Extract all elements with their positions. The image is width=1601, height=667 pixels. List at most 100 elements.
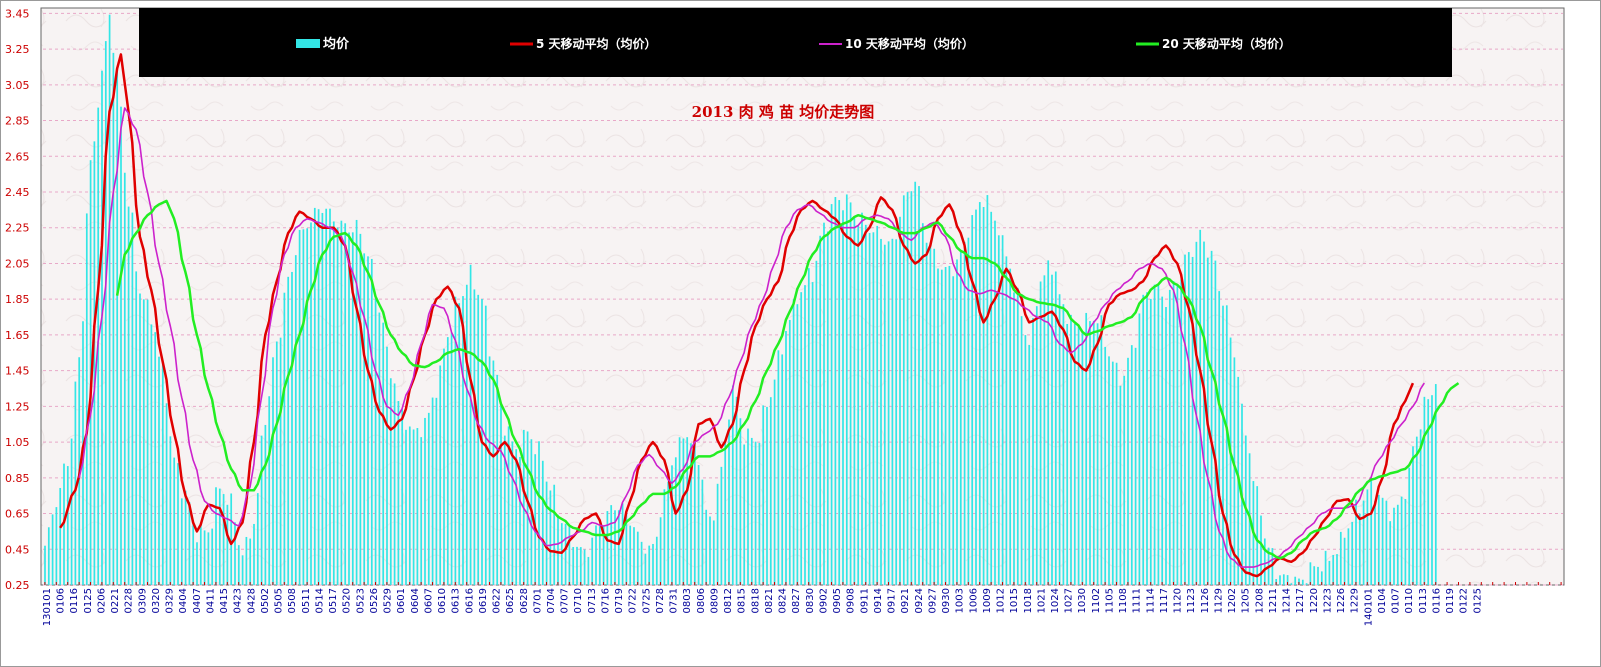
x-tick-label: 1105 — [1105, 588, 1116, 613]
y-tick-label: 0.65 — [5, 508, 30, 521]
avg-price-bar — [279, 337, 282, 585]
avg-price-bar — [199, 523, 202, 585]
x-tick-label: 0619 — [478, 588, 489, 613]
avg-price-bar — [135, 271, 138, 585]
x-tick-label: 0107 — [1391, 588, 1402, 613]
avg-price-bar — [317, 209, 320, 585]
avg-price-bar — [458, 303, 461, 585]
x-tick-label: 0713 — [587, 588, 598, 613]
avg-price-bar — [766, 406, 768, 585]
x-tick-label: 1102 — [1091, 588, 1102, 613]
avg-price-bar — [321, 212, 324, 585]
avg-price-bar — [842, 210, 844, 585]
avg-price-bar — [963, 241, 966, 585]
avg-price-bar — [1279, 575, 1281, 585]
y-tick-label: 1.45 — [5, 365, 30, 378]
avg-price-bar — [272, 357, 274, 585]
x-tick-label: 0815 — [737, 588, 748, 613]
y-tick-label: 3.05 — [5, 79, 30, 92]
avg-price-bar — [610, 505, 613, 585]
avg-price-bar — [1130, 345, 1133, 585]
avg-price-bar — [351, 232, 354, 585]
avg-price-bar — [108, 14, 111, 585]
avg-price-bar — [1358, 513, 1361, 585]
avg-price-bar — [819, 235, 822, 585]
x-tick-label: 0921 — [900, 588, 911, 613]
avg-price-bar — [777, 350, 780, 585]
avg-price-bar — [982, 206, 985, 586]
avg-price-bar — [131, 212, 134, 585]
avg-price-bar — [465, 284, 468, 585]
avg-price-bar — [1271, 548, 1274, 585]
x-tick-label: 0613 — [451, 588, 462, 613]
x-tick-label: 0827 — [791, 588, 802, 613]
avg-price-bar — [587, 556, 590, 585]
avg-price-bar — [667, 481, 670, 585]
avg-price-bar — [1146, 292, 1148, 585]
avg-price-bar — [804, 285, 806, 585]
x-tick-label: 0902 — [818, 588, 829, 613]
x-tick-label: 0725 — [641, 588, 652, 613]
y-tick-label: 1.25 — [5, 400, 30, 413]
avg-price-bar — [374, 298, 377, 585]
x-tick-label: 0719 — [614, 588, 625, 613]
x-tick-label: 0628 — [519, 588, 530, 613]
avg-price-bar — [408, 426, 411, 585]
avg-price-bar — [287, 276, 290, 585]
avg-price-bar — [671, 465, 673, 585]
avg-price-bar — [602, 525, 605, 585]
avg-price-bar — [712, 520, 715, 585]
avg-price-bar — [1336, 554, 1338, 585]
avg-price-bar — [838, 200, 841, 585]
avg-price-bar — [899, 216, 901, 586]
avg-price-bar — [701, 479, 704, 585]
avg-price-bar — [1347, 528, 1350, 585]
avg-price-bar — [492, 360, 495, 585]
legend-swatch-avg-price — [296, 39, 320, 48]
plot-background — [40, 7, 1565, 586]
avg-price-bar — [747, 428, 749, 585]
x-tick-label: 0508 — [287, 588, 298, 613]
avg-price-bar — [1256, 486, 1259, 585]
avg-price-bar — [1434, 384, 1437, 585]
avg-price-bar — [127, 206, 130, 585]
avg-price-bar — [614, 510, 616, 585]
avg-price-bar — [473, 289, 476, 585]
avg-price-bar — [990, 211, 993, 586]
avg-price-bar — [549, 490, 552, 585]
avg-price-bar — [169, 436, 172, 585]
avg-price-bar — [450, 332, 453, 585]
avg-price-bar — [1142, 294, 1145, 585]
x-tick-label: 1027 — [1064, 588, 1075, 613]
avg-price-bar — [1001, 235, 1004, 586]
legend-box: 均价 5 天移动平均（均价） 10 天移动平均（均价） 20 天移动平均（均价） — [139, 8, 1452, 77]
avg-price-bar — [1111, 361, 1114, 585]
avg-price-bar — [416, 428, 419, 585]
x-tick-label: 0616 — [464, 588, 475, 613]
avg-price-bar — [629, 525, 632, 585]
x-tick-label: 0520 — [342, 588, 353, 613]
legend-label-avg-price: 均价 — [323, 36, 350, 52]
avg-price-bar — [557, 514, 559, 585]
avg-price-bar — [652, 543, 654, 585]
avg-price-bar — [1134, 347, 1137, 585]
avg-price-bar — [1233, 357, 1236, 585]
avg-price-bar — [788, 319, 791, 585]
avg-price-bar — [572, 546, 575, 585]
avg-price-bar — [716, 483, 719, 585]
avg-price-bar — [1077, 324, 1080, 585]
avg-price-bar — [515, 449, 518, 585]
avg-price-bar — [294, 255, 297, 586]
x-tick-label: 0404 — [178, 588, 189, 613]
avg-price-bar — [59, 487, 62, 585]
x-tick-label: 1114 — [1145, 588, 1156, 613]
x-tick-label: 0423 — [233, 588, 244, 613]
avg-price-bar — [1313, 566, 1316, 585]
avg-price-bar — [906, 192, 909, 585]
avg-price-bar — [66, 466, 69, 585]
avg-price-bar — [363, 253, 366, 586]
avg-price-bar — [617, 510, 620, 585]
avg-price-bar — [918, 186, 920, 585]
avg-price-bar — [389, 378, 392, 585]
avg-price-bar — [545, 481, 548, 585]
